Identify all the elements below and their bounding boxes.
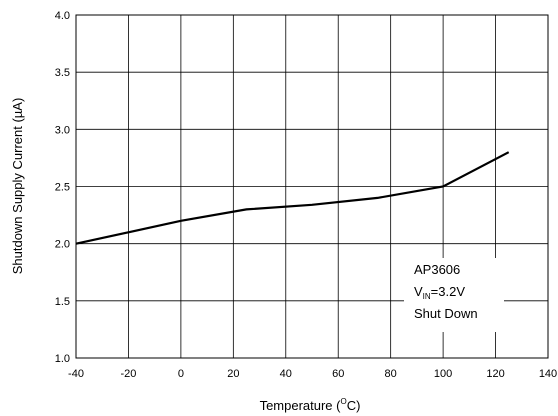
x-tick-label: 40 — [280, 368, 292, 380]
x-tick-label: -20 — [120, 368, 136, 380]
annotation-box: AP3606 VIN=3.2V Shut Down — [404, 258, 504, 332]
y-tick-label: 1.5 — [55, 296, 70, 308]
y-tick-label: 3.5 — [55, 67, 70, 79]
y-tick-label: 1.0 — [55, 353, 70, 365]
x-tick-labels: -40 -20 0 20 40 60 80 100 120 140 — [68, 368, 557, 380]
y-tick-label: 4.0 — [55, 10, 70, 22]
plot-frame — [75, 14, 549, 359]
x-tick-label: 80 — [385, 368, 397, 380]
y-axis-label: Shutdown Supply Current (µA) — [10, 98, 25, 275]
x-tick-label: 20 — [227, 368, 239, 380]
x-axis-label: Temperature (OC) — [260, 397, 361, 413]
y-tick-label: 3.0 — [55, 124, 70, 136]
x-tick-label: 120 — [486, 368, 504, 380]
annotation-mode: Shut Down — [414, 306, 478, 321]
y-tick-labels: 1.0 1.5 2.0 2.5 3.0 3.5 4.0 — [55, 10, 70, 365]
y-tick-label: 2.0 — [55, 239, 70, 251]
annotation-device: AP3606 — [414, 262, 460, 277]
x-tick-label: 60 — [332, 368, 344, 380]
x-tick-label: -40 — [68, 368, 84, 380]
x-tick-label: 140 — [539, 368, 557, 380]
y-tick-label: 2.5 — [55, 182, 70, 194]
annotation-vin: VIN=3.2V — [414, 284, 465, 301]
series-line — [75, 151, 510, 245]
x-tick-label: 0 — [178, 368, 184, 380]
x-tick-label: 100 — [434, 368, 452, 380]
